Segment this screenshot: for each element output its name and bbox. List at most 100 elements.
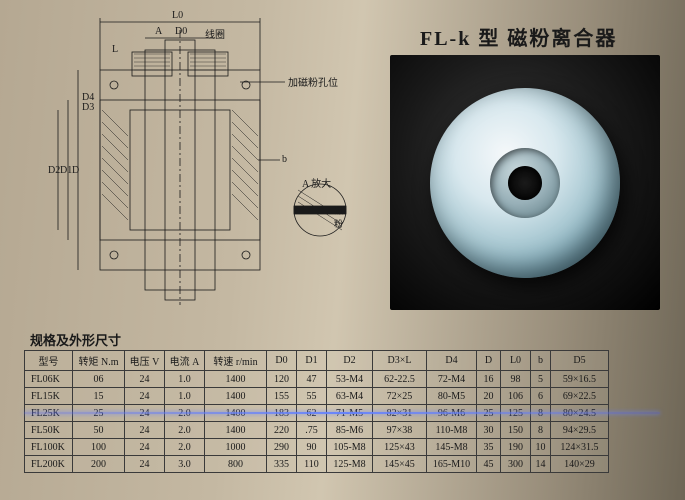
col-2: 电压 V	[125, 351, 165, 371]
label-D0: D0	[175, 26, 187, 37]
cell: 85-M6	[327, 422, 373, 439]
cell: 1400	[205, 388, 267, 405]
cell: 5	[531, 371, 551, 388]
cell: 94×29.5	[551, 422, 609, 439]
cell: 2.0	[165, 439, 205, 456]
col-0: 型号	[25, 351, 73, 371]
label-A: A	[155, 26, 162, 37]
cell: 24	[125, 439, 165, 456]
col-10: D	[477, 351, 501, 371]
cell: 1400	[205, 422, 267, 439]
cell: 800	[205, 456, 267, 473]
table-row: FL200K200243.0800335110125-M8145×45165-M…	[25, 456, 609, 473]
cell: 06	[73, 371, 125, 388]
cell: 100	[73, 439, 125, 456]
cell: FL100K	[25, 439, 73, 456]
label-D2: D2	[48, 165, 60, 176]
table-title: 规格及外形尺寸	[30, 330, 121, 349]
cell: 8	[531, 422, 551, 439]
product-photo	[390, 55, 660, 310]
cell: FL50K	[25, 422, 73, 439]
col-5: D0	[267, 351, 297, 371]
cell: 190	[501, 439, 531, 456]
cell: 97×38	[373, 422, 427, 439]
cell: 200	[73, 456, 125, 473]
col-4: 转速 r/min	[205, 351, 267, 371]
table-row: FL15K15241.014001555563-M472×2580-M52010…	[25, 388, 609, 405]
top-section: FL-k 型 磁粉离合器	[0, 0, 685, 320]
cell: FL15K	[25, 388, 73, 405]
cell: 1.0	[165, 388, 205, 405]
cell: 290	[267, 439, 297, 456]
cell: 24	[125, 388, 165, 405]
cell: 1.0	[165, 371, 205, 388]
label-D3: D3	[82, 102, 94, 113]
cell: 59×16.5	[551, 371, 609, 388]
page-root: FL-k 型 磁粉离合器	[0, 0, 685, 500]
cell: 1000	[205, 439, 267, 456]
cell: 47	[297, 371, 327, 388]
cell: 220	[267, 422, 297, 439]
label-L: L	[112, 44, 118, 55]
label-powder-hole: 加磁粉孔位	[288, 74, 338, 89]
col-7: D2	[327, 351, 373, 371]
cell: .75	[297, 422, 327, 439]
highlight-marker	[24, 412, 660, 414]
cell: 30	[477, 422, 501, 439]
cell: 90	[297, 439, 327, 456]
cell: 124×31.5	[551, 439, 609, 456]
cell: 80-M5	[427, 388, 477, 405]
cell: 50	[73, 422, 125, 439]
clutch-body	[430, 88, 620, 278]
table-row: FL100K100242.0100029090105-M8125×43145-M…	[25, 439, 609, 456]
cell: 24	[125, 456, 165, 473]
col-9: D4	[427, 351, 477, 371]
cell: 62-22.5	[373, 371, 427, 388]
cell: 45	[477, 456, 501, 473]
col-8: D3×L	[373, 351, 427, 371]
col-11: L0	[501, 351, 531, 371]
table-header-row: 型号转矩 N.m电压 V电流 A转速 r/minD0D1D2D3×LD4DL0b…	[25, 351, 609, 371]
label-A-enlarge: A 放大	[302, 175, 331, 190]
cell: 72×25	[373, 388, 427, 405]
cell: 105-M8	[327, 439, 373, 456]
label-L0: L0	[172, 10, 183, 21]
cell: 6	[531, 388, 551, 405]
cell: 145-M8	[427, 439, 477, 456]
cell: 14	[531, 456, 551, 473]
table-body: FL06K06241.014001204753-M462-22.572-M416…	[25, 371, 609, 473]
label-coil: 线圈	[205, 26, 225, 41]
col-1: 转矩 N.m	[73, 351, 125, 371]
cell: 72-M4	[427, 371, 477, 388]
cell: 3.0	[165, 456, 205, 473]
cell: 55	[297, 388, 327, 405]
cell: 69×22.5	[551, 388, 609, 405]
cell: 35	[477, 439, 501, 456]
cell: 140×29	[551, 456, 609, 473]
table-row: FL06K06241.014001204753-M462-22.572-M416…	[25, 371, 609, 388]
cell: 150	[501, 422, 531, 439]
cell: 165-M10	[427, 456, 477, 473]
col-12: b	[531, 351, 551, 371]
label-b: b	[282, 154, 287, 165]
product-title: FL-k 型 磁粉离合器	[420, 22, 617, 51]
cell: 300	[501, 456, 531, 473]
cell: 24	[125, 371, 165, 388]
cell: FL200K	[25, 456, 73, 473]
cell: 106	[501, 388, 531, 405]
cell: 20	[477, 388, 501, 405]
col-6: D1	[297, 351, 327, 371]
label-powder: 磁粉	[334, 204, 350, 230]
cell: 2.0	[165, 422, 205, 439]
cell: 155	[267, 388, 297, 405]
cell: 335	[267, 456, 297, 473]
engineering-diagram: L0 A D0 线圈 L 加磁粉孔位 D4 D3 b D2 D1 D A 放大 …	[30, 10, 350, 310]
col-3: 电流 A	[165, 351, 205, 371]
table-row: FL50K50242.01400220.7585-M697×38110-M830…	[25, 422, 609, 439]
cell: 10	[531, 439, 551, 456]
cell: 53-M4	[327, 371, 373, 388]
cell: 1400	[205, 371, 267, 388]
cell: 110	[297, 456, 327, 473]
cell: 16	[477, 371, 501, 388]
cell: 24	[125, 422, 165, 439]
